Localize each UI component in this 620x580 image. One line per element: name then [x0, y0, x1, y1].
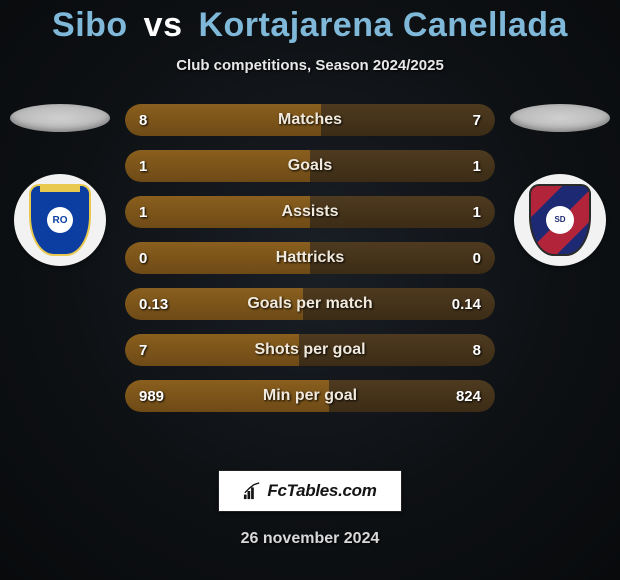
player1-name: Sibo [52, 6, 128, 44]
player1-silhouette [10, 104, 110, 132]
stat-label: Matches [278, 111, 342, 129]
date-text: 26 november 2024 [241, 530, 380, 548]
stat-value-left: 1 [139, 204, 179, 221]
stat-label: Goals per match [247, 295, 372, 313]
club-badge-left: RO [14, 174, 106, 266]
stat-value-left: 989 [139, 388, 179, 405]
player-left-column: RO [0, 104, 120, 266]
crest-oviedo-abbrev: RO [47, 207, 73, 233]
stat-value-right: 0.14 [441, 296, 481, 313]
subtitle: Club competitions, Season 2024/2025 [176, 57, 444, 74]
title-vs: vs [144, 6, 183, 44]
stat-label: Goals [288, 157, 332, 175]
stat-row: 0.13 Goals per match 0.14 [125, 288, 495, 320]
stat-value-right: 8 [441, 342, 481, 359]
stat-value-right: 0 [441, 250, 481, 267]
stat-label: Hattricks [276, 249, 344, 267]
player2-silhouette [510, 104, 610, 132]
stat-value-left: 8 [139, 112, 179, 129]
stat-value-left: 0.13 [139, 296, 179, 313]
stat-value-right: 824 [441, 388, 481, 405]
crest-huesca-abbrev: SD [546, 206, 574, 234]
stat-value-right: 1 [441, 158, 481, 175]
player2-name: Kortajarena Canellada [198, 6, 568, 44]
stat-value-left: 7 [139, 342, 179, 359]
stat-label: Min per goal [263, 387, 357, 405]
fctables-logo-icon [243, 482, 261, 500]
stat-row: 1 Assists 1 [125, 196, 495, 228]
stat-value-right: 1 [441, 204, 481, 221]
player-right-column: SD [500, 104, 620, 266]
crest-huesca: SD [529, 184, 591, 256]
stat-row: 989 Min per goal 824 [125, 380, 495, 412]
stat-row: 1 Goals 1 [125, 150, 495, 182]
stat-row: 0 Hattricks 0 [125, 242, 495, 274]
crest-oviedo: RO [29, 184, 91, 256]
stat-value-left: 0 [139, 250, 179, 267]
stat-value-left: 1 [139, 158, 179, 175]
stat-value-right: 7 [441, 112, 481, 129]
stat-label: Assists [282, 203, 339, 221]
stats-list: 8 Matches 7 1 Goals 1 1 Assists 1 0 Hattricks 0 0.13… [125, 104, 495, 412]
page-title: Sibo vs Kortajarena Canellada [52, 6, 568, 45]
brand-badge: FcTables.com [218, 470, 401, 512]
stat-row: 8 Matches 7 [125, 104, 495, 136]
stat-label: Shots per goal [254, 341, 365, 359]
brand-text: FcTables.com [267, 481, 376, 501]
footer: FcTables.com 26 november 2024 [0, 470, 620, 548]
stat-row: 7 Shots per goal 8 [125, 334, 495, 366]
content-root: Sibo vs Kortajarena Canellada Club compe… [0, 0, 620, 580]
club-badge-right: SD [514, 174, 606, 266]
